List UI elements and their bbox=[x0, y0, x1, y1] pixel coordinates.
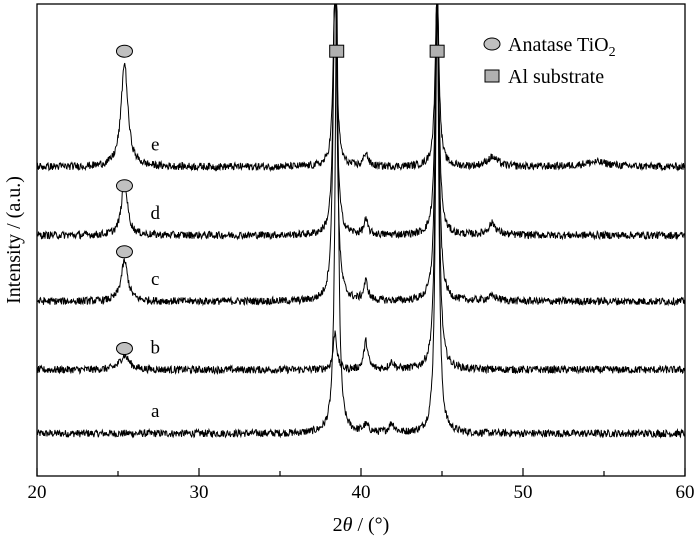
legend-marker-al bbox=[484, 69, 500, 83]
trace-label-a: a bbox=[151, 401, 160, 422]
peak-markers bbox=[115, 44, 445, 356]
x-tick-label: 60 bbox=[676, 482, 695, 503]
anatase-peak-marker bbox=[115, 179, 133, 193]
x-tick-label: 30 bbox=[190, 482, 209, 503]
trace-label-e: e bbox=[151, 134, 159, 155]
trace-d bbox=[36, 3, 686, 241]
trace-e bbox=[36, 3, 686, 173]
xrd-traces: a b c d e bbox=[36, 3, 686, 439]
legend-label: Anatase TiO2 bbox=[508, 34, 616, 60]
trace-label-d: d bbox=[151, 203, 161, 224]
x-tick-label: 50 bbox=[514, 482, 533, 503]
legend-label: Al substrate bbox=[508, 66, 604, 88]
al-peak-marker bbox=[429, 44, 445, 58]
anatase-peak-marker bbox=[115, 44, 133, 58]
x-axis-label: 2θ / (°) bbox=[333, 514, 390, 536]
x-axis-label-suffix: / (°) bbox=[352, 514, 389, 536]
x-axis: 20 30 40 50 60 bbox=[28, 468, 695, 503]
legend-marker-anatase bbox=[483, 37, 501, 51]
y-axis-label: Intensity / (a.u.) bbox=[3, 176, 25, 304]
x-tick-label: 20 bbox=[28, 482, 47, 503]
trace-label-b: b bbox=[151, 337, 161, 358]
legend-label-main: Al substrate bbox=[508, 66, 604, 88]
legend-label-sub: 2 bbox=[609, 45, 616, 60]
trace-a bbox=[36, 3, 686, 439]
x-axis-label-symbol: θ bbox=[343, 514, 353, 536]
legend: Anatase TiO2 Al substrate bbox=[483, 34, 616, 88]
anatase-peak-marker bbox=[115, 245, 133, 259]
legend-label-main: Anatase TiO bbox=[508, 34, 609, 56]
trace-c bbox=[36, 3, 686, 307]
trace-b bbox=[36, 3, 686, 376]
x-axis-label-prefix: 2 bbox=[333, 514, 343, 536]
x-tick-label: 40 bbox=[352, 482, 371, 503]
al-peak-marker bbox=[329, 44, 345, 58]
anatase-peak-marker bbox=[115, 342, 133, 356]
trace-label-c: c bbox=[151, 269, 159, 290]
